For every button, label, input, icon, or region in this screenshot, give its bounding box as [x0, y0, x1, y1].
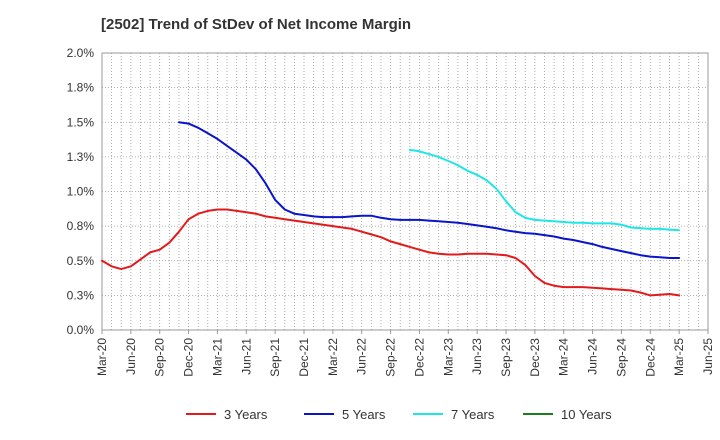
y-tick-label: 2.0%	[67, 46, 95, 60]
y-tick-label: 0.0%	[67, 323, 95, 337]
legend: 3 Years 5 Years 7 Years 10 Years	[186, 407, 612, 422]
x-tick-label: Jun-20	[124, 338, 138, 375]
x-tick-label: Mar-24	[557, 338, 571, 376]
x-tick-label: Jun-22	[355, 338, 369, 375]
x-tick-label: Mar-20	[95, 338, 109, 376]
legend-label-3-years: 3 Years	[224, 407, 268, 422]
x-tick-label: Sep-22	[384, 338, 398, 377]
legend-label-7-years: 7 Years	[451, 407, 495, 422]
x-tick-label: Mar-25	[672, 338, 686, 376]
x-tick-label: Mar-23	[441, 338, 455, 376]
legend-label-10-years: 10 Years	[561, 407, 612, 422]
x-tick-label: Mar-22	[326, 338, 340, 376]
series-lines	[101, 121, 681, 297]
x-tick-label: Dec-22	[412, 338, 426, 377]
y-tick-label: 1.3%	[67, 150, 95, 164]
x-tick-label: Sep-20	[153, 338, 167, 377]
x-tick-label: Jun-21	[239, 338, 253, 375]
y-axis-ticks: 0.0% 0.3% 0.5% 0.8% 1.0% 1.3% 1.5% 1.8% 2.0%	[67, 46, 95, 337]
x-tick-label: Dec-21	[297, 338, 311, 377]
x-tick-label: Dec-20	[182, 338, 196, 377]
y-tick-label: 1.8%	[67, 81, 95, 95]
x-tick-label: Sep-21	[268, 338, 282, 377]
y-tick-label: 1.0%	[67, 185, 95, 199]
grid	[102, 53, 708, 330]
x-tick-label: Mar-21	[210, 338, 224, 376]
x-tick-label: Dec-23	[528, 338, 542, 377]
x-tick-label: Jun-24	[586, 338, 600, 375]
x-tick-label: Sep-23	[499, 338, 513, 377]
y-tick-label: 1.5%	[67, 115, 95, 129]
y-tick-label: 0.5%	[67, 254, 95, 268]
legend-label-5-years: 5 Years	[342, 407, 386, 422]
x-axis-ticks: Mar-20 Jun-20 Sep-20 Dec-20 Mar-21 Jun-21 Sep-…	[95, 330, 715, 377]
series-line-5-years	[178, 121, 681, 259]
x-tick-label: Jun-25	[701, 338, 715, 375]
y-tick-label: 0.3%	[67, 288, 95, 302]
y-tick-label: 0.8%	[67, 219, 95, 233]
plot-frame	[101, 52, 709, 331]
chart-title: [2502] Trend of StDev of Net Income Marg…	[101, 16, 412, 33]
series-line-3-years	[101, 208, 681, 297]
axes	[101, 52, 709, 331]
x-tick-label: Dec-24	[643, 338, 657, 377]
x-tick-label: Sep-24	[614, 338, 628, 377]
series-line-7-years	[408, 148, 681, 232]
x-tick-label: Jun-23	[470, 338, 484, 375]
